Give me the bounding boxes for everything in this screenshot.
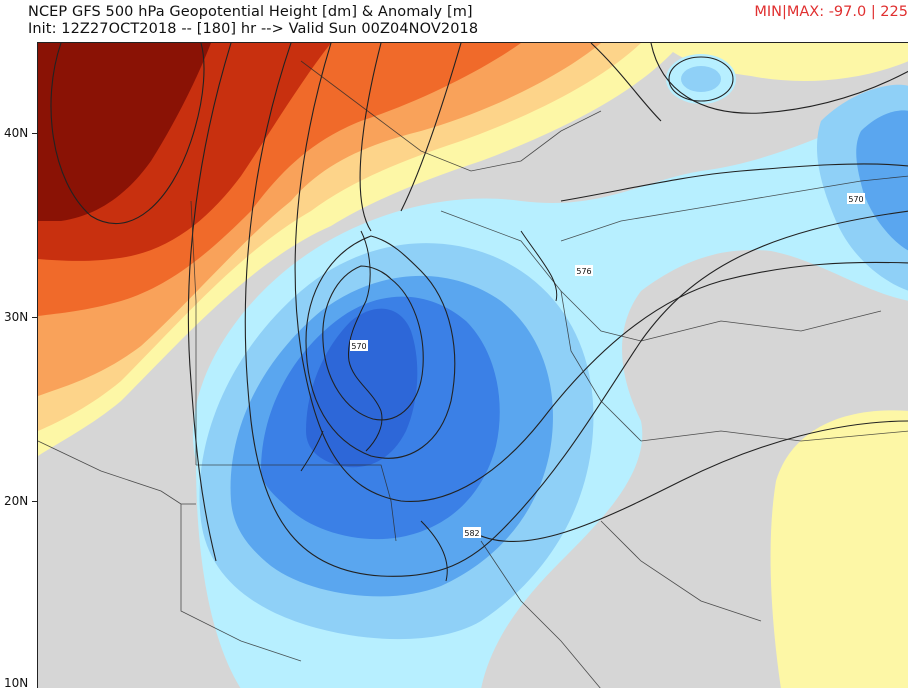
cold-anomaly-core [306,308,418,468]
height-contour [305,235,456,459]
lat-tick [32,317,38,319]
border-line [640,310,882,342]
coastlines [300,230,558,582]
contour-label-box [463,527,481,538]
height-contour [187,43,232,562]
border-line [560,290,642,442]
contour-label-box [350,340,368,351]
height-contour [400,43,462,212]
border-line [560,175,908,242]
contour-label: 576 [576,267,591,276]
contour-label-box [575,265,593,276]
contour-label-box [847,193,865,204]
border-line [180,504,302,662]
lat-label-30n: 30N [4,310,29,324]
lat-tick [32,501,38,503]
lat-tick [32,133,38,135]
border-line [196,464,397,542]
height-contour [560,163,908,202]
anomaly-map: 570 576 570 582 [38,43,908,688]
contour-label: 582 [464,529,479,538]
border-line [300,60,602,172]
warm-anomaly-core [38,43,211,221]
lat-label-40n: 40N [4,126,29,140]
height-contour [590,43,662,122]
contour-labels: 570 576 570 582 [350,193,865,538]
height-contour [470,420,908,543]
coastline [347,230,383,452]
min-max-readout: MIN|MAX: -97.0 | 225 [754,4,908,20]
chart-title: NCEP GFS 500 hPa Geopotential Height [dm… [28,4,473,20]
contour-label: 570 [351,342,366,351]
border-line [190,200,197,465]
height-contour [244,43,908,577]
border-line [480,540,601,688]
border-line [38,440,182,505]
height-contour [294,43,908,503]
cold-anomaly-east-core [856,110,908,251]
map-panel: 570 576 570 582 [37,42,908,688]
lat-label-20n: 20N [4,494,29,508]
chart-header: NCEP GFS 500 hPa Geopotential Height [dm… [0,0,908,42]
warm-anomaly-patch-southeast [770,410,908,688]
warm-anomaly-patch-northeast [661,43,908,81]
height-contour [50,43,205,225]
lat-label-10n: 10N [4,676,29,690]
height-contour [650,43,908,114]
coastline [300,430,324,472]
height-contour [359,43,382,232]
height-contour [668,56,734,102]
height-contour [322,265,424,421]
country-borders [38,60,908,688]
chart-subtitle: Init: 12Z27OCT2018 -- [180] hr --> Valid… [28,21,479,37]
cold-anomaly-ring-core [681,66,721,92]
contour-label: 570 [848,195,863,204]
coastline [520,230,558,302]
coastline [420,520,448,582]
height-contours [50,43,908,577]
border-line [640,430,908,442]
border-line [600,520,762,622]
